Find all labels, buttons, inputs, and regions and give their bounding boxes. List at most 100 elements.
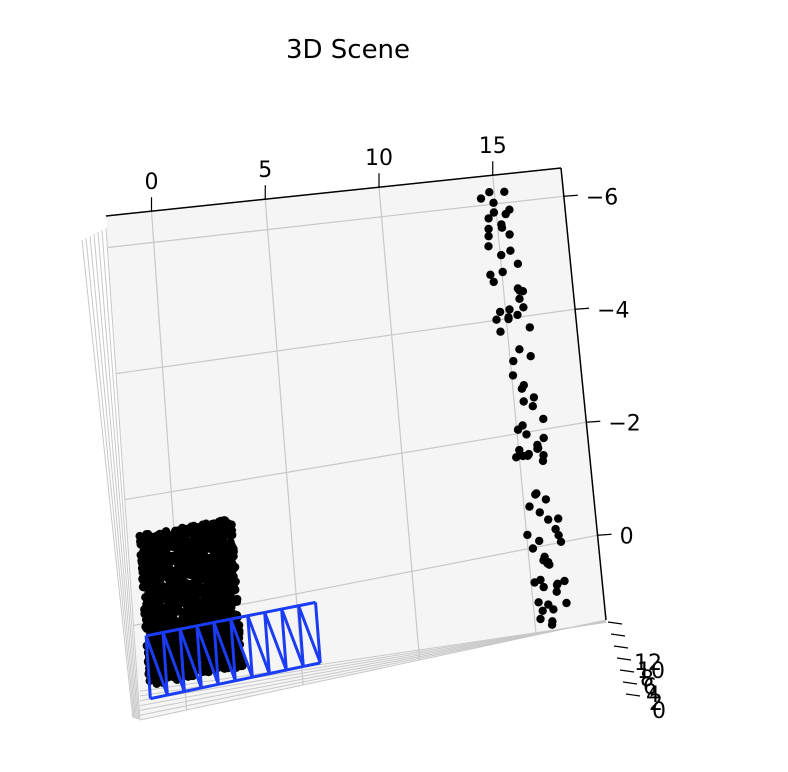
- data-point: [525, 502, 534, 511]
- data-point: [227, 549, 237, 558]
- wire-vertical: [212, 622, 220, 685]
- data-point: [210, 519, 219, 528]
- data-point: [525, 323, 534, 332]
- data-point: [515, 294, 524, 303]
- data-point: [476, 194, 486, 203]
- y-tick-label: 2: [649, 691, 663, 716]
- x-tick-label: 5: [258, 158, 272, 183]
- data-point: [484, 232, 493, 241]
- data-point: [199, 583, 209, 593]
- data-point: [151, 676, 161, 686]
- data-point: [512, 453, 521, 462]
- data-point: [191, 551, 200, 561]
- data-point: [484, 224, 493, 234]
- data-point: [549, 605, 558, 614]
- side-pane-edge: [101, 229, 140, 720]
- data-point: [505, 305, 514, 314]
- data-point: [147, 570, 157, 580]
- y-tick-mark: [607, 621, 623, 625]
- data-point: [165, 591, 175, 600]
- data-point: [506, 246, 515, 255]
- y-tick-mark: [622, 681, 638, 685]
- z-tick-mark: [586, 420, 601, 423]
- data-point: [536, 614, 545, 624]
- data-point: [536, 575, 545, 585]
- wire-vertical: [246, 615, 254, 678]
- data-point: [515, 345, 524, 354]
- data-point: [232, 597, 242, 606]
- data-point: [226, 584, 235, 593]
- data-point: [176, 607, 185, 616]
- data-point: [486, 270, 495, 279]
- data-point: [158, 613, 167, 622]
- data-point: [142, 615, 151, 625]
- data-point: [489, 198, 498, 207]
- data-point: [556, 537, 566, 546]
- wire-diagonal: [263, 611, 288, 671]
- data-point: [518, 287, 528, 296]
- z-axis-ticks: −6 −4 −2 0: [563, 185, 641, 549]
- data-point: [171, 576, 181, 586]
- z-tick-label: −6: [586, 185, 618, 210]
- data-point: [169, 609, 178, 619]
- data-point: [173, 535, 183, 545]
- data-point: [173, 595, 182, 604]
- data-point: [535, 536, 544, 546]
- wire-vertical: [229, 618, 237, 681]
- data-point: [552, 587, 561, 596]
- data-point: [207, 533, 216, 543]
- wire-vertical: [161, 632, 169, 696]
- data-point: [544, 515, 553, 524]
- y-tick-label: 10: [637, 659, 665, 684]
- chart-title: 3D Scene: [286, 35, 410, 65]
- data-point: [158, 568, 168, 577]
- data-point: [218, 625, 228, 634]
- wire-diagonal: [212, 621, 237, 682]
- data-point: [498, 267, 507, 277]
- data-point: [554, 514, 563, 523]
- data-point: [164, 537, 174, 546]
- data-point: [541, 495, 551, 504]
- data-point: [167, 634, 176, 643]
- data-point: [198, 610, 207, 619]
- data-point: [215, 551, 224, 560]
- data-point: [222, 601, 231, 610]
- wire-diagonal: [161, 631, 186, 693]
- wire-diagonal: [178, 628, 203, 689]
- data-point: [209, 609, 218, 618]
- data-point: [216, 516, 226, 526]
- side-pane-edge: [97, 231, 139, 720]
- wire-top-edge: [145, 600, 316, 638]
- wire-diagonal: [297, 605, 322, 664]
- data-point: [513, 259, 523, 268]
- data-point: [181, 551, 191, 560]
- y-tick-mark: [616, 657, 632, 661]
- data-point: [171, 527, 180, 536]
- data-point: [508, 371, 518, 380]
- data-point: [207, 552, 217, 562]
- data-point: [152, 608, 162, 618]
- side-pane-edge: [89, 235, 136, 719]
- y-tick-label: 4: [646, 683, 660, 708]
- data-point: [221, 531, 230, 540]
- wireframe-box: [144, 600, 322, 701]
- side-pane-edge: [85, 237, 135, 719]
- data-point: [523, 451, 532, 460]
- data-point: [551, 524, 560, 534]
- z-tick-mark: [563, 194, 578, 197]
- data-point: [139, 557, 148, 566]
- data-point: [213, 593, 223, 602]
- data-point: [497, 220, 506, 229]
- data-point: [205, 540, 214, 549]
- wire-diagonal: [246, 615, 271, 675]
- data-point: [534, 598, 543, 607]
- y-tick-mark: [613, 645, 629, 649]
- data-point: [173, 557, 182, 566]
- data-point: [532, 489, 541, 498]
- grid-line-x: [264, 199, 304, 686]
- y-tick-label: 8: [640, 667, 654, 692]
- data-point: [171, 566, 180, 576]
- data-point: [225, 556, 235, 565]
- data-point: [155, 592, 165, 601]
